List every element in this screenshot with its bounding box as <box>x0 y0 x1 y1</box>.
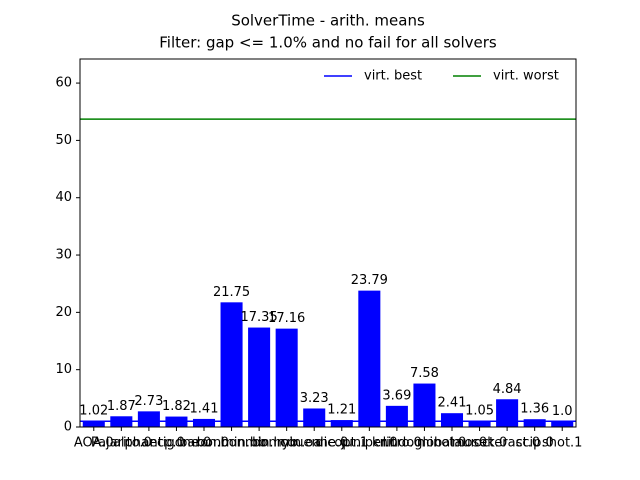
bar <box>551 421 574 427</box>
value-label: 21.75 <box>213 285 250 300</box>
value-label: 1.02 <box>79 404 108 419</box>
bar <box>275 328 298 427</box>
value-label: 1.05 <box>465 403 494 418</box>
x-tick-label: lindoglobal.0 <box>383 436 467 451</box>
y-tick-label: 40 <box>55 190 72 205</box>
x-tick-label: shot.1 <box>542 436 582 451</box>
bar <box>137 411 160 427</box>
x-tick-label: octeract.0 <box>474 436 540 451</box>
value-label: 1.87 <box>107 399 136 414</box>
value-label: 17.16 <box>268 311 305 326</box>
x-tick-label: AOA.0 <box>74 436 114 451</box>
value-label: 3.69 <box>382 388 411 403</box>
value-label: 1.82 <box>162 399 191 414</box>
value-label: 3.23 <box>300 391 329 406</box>
value-label: 1.0 <box>552 404 573 419</box>
x-tick-label: antigone.0 <box>142 436 212 451</box>
x-tick-label: minotaur.0 <box>417 436 487 451</box>
plot-frame <box>79 58 577 428</box>
bar <box>192 418 216 427</box>
bar <box>220 302 243 427</box>
x-tick-label: alphaecp.0 <box>113 436 185 451</box>
x-tick-label: juniper.0 <box>340 436 398 451</box>
value-label: 1.21 <box>327 403 356 418</box>
value-label: 23.79 <box>351 273 388 288</box>
value-label: 1.36 <box>520 402 549 417</box>
value-label: 1.41 <box>190 401 219 416</box>
bar <box>358 290 381 427</box>
bar <box>303 408 326 427</box>
bar <box>82 421 105 427</box>
value-label: 2.41 <box>438 396 467 411</box>
value-label: 4.84 <box>493 382 522 397</box>
x-tick-label: bonmin.bb <box>197 436 267 451</box>
bar <box>468 420 491 427</box>
y-tick-label: 10 <box>55 362 72 377</box>
bar <box>248 327 271 427</box>
y-tick-label: 0 <box>64 420 72 435</box>
bar <box>496 399 519 427</box>
x-tick-label: knitro.0 <box>372 436 422 451</box>
y-tick-label: 30 <box>55 248 72 263</box>
value-label: 2.73 <box>134 394 163 409</box>
y-tick-label: 60 <box>55 76 72 91</box>
bar <box>440 413 464 427</box>
y-tick-label: 20 <box>55 305 72 320</box>
x-tick-label: Pajarito.0 <box>91 436 152 451</box>
chart-subtitle: Filter: gap <= 1.0% and no fail for all … <box>159 34 497 52</box>
x-tick-label: baron.0 <box>179 436 229 451</box>
y-tick-label: 50 <box>55 133 72 148</box>
bar <box>523 419 546 427</box>
x-tick-label: bonmin.hyb <box>220 436 297 451</box>
bar <box>330 420 353 427</box>
x-tick-label: dicopt.1 <box>315 436 368 451</box>
x-tick-label: couenne.0 <box>280 436 348 451</box>
x-tick-label: bonmin.oa <box>252 436 321 451</box>
legend-label: virt. worst <box>493 69 559 84</box>
x-tick-label: mosek.0 <box>452 436 507 451</box>
bar <box>413 383 436 427</box>
legend-label: virt. best <box>364 69 422 84</box>
value-label: 17.35 <box>241 310 278 325</box>
x-tick-label: scip.0 <box>516 436 554 451</box>
bar <box>385 405 408 427</box>
value-label: 7.58 <box>410 366 439 381</box>
chart-title: SolverTime - arith. means <box>231 12 425 30</box>
